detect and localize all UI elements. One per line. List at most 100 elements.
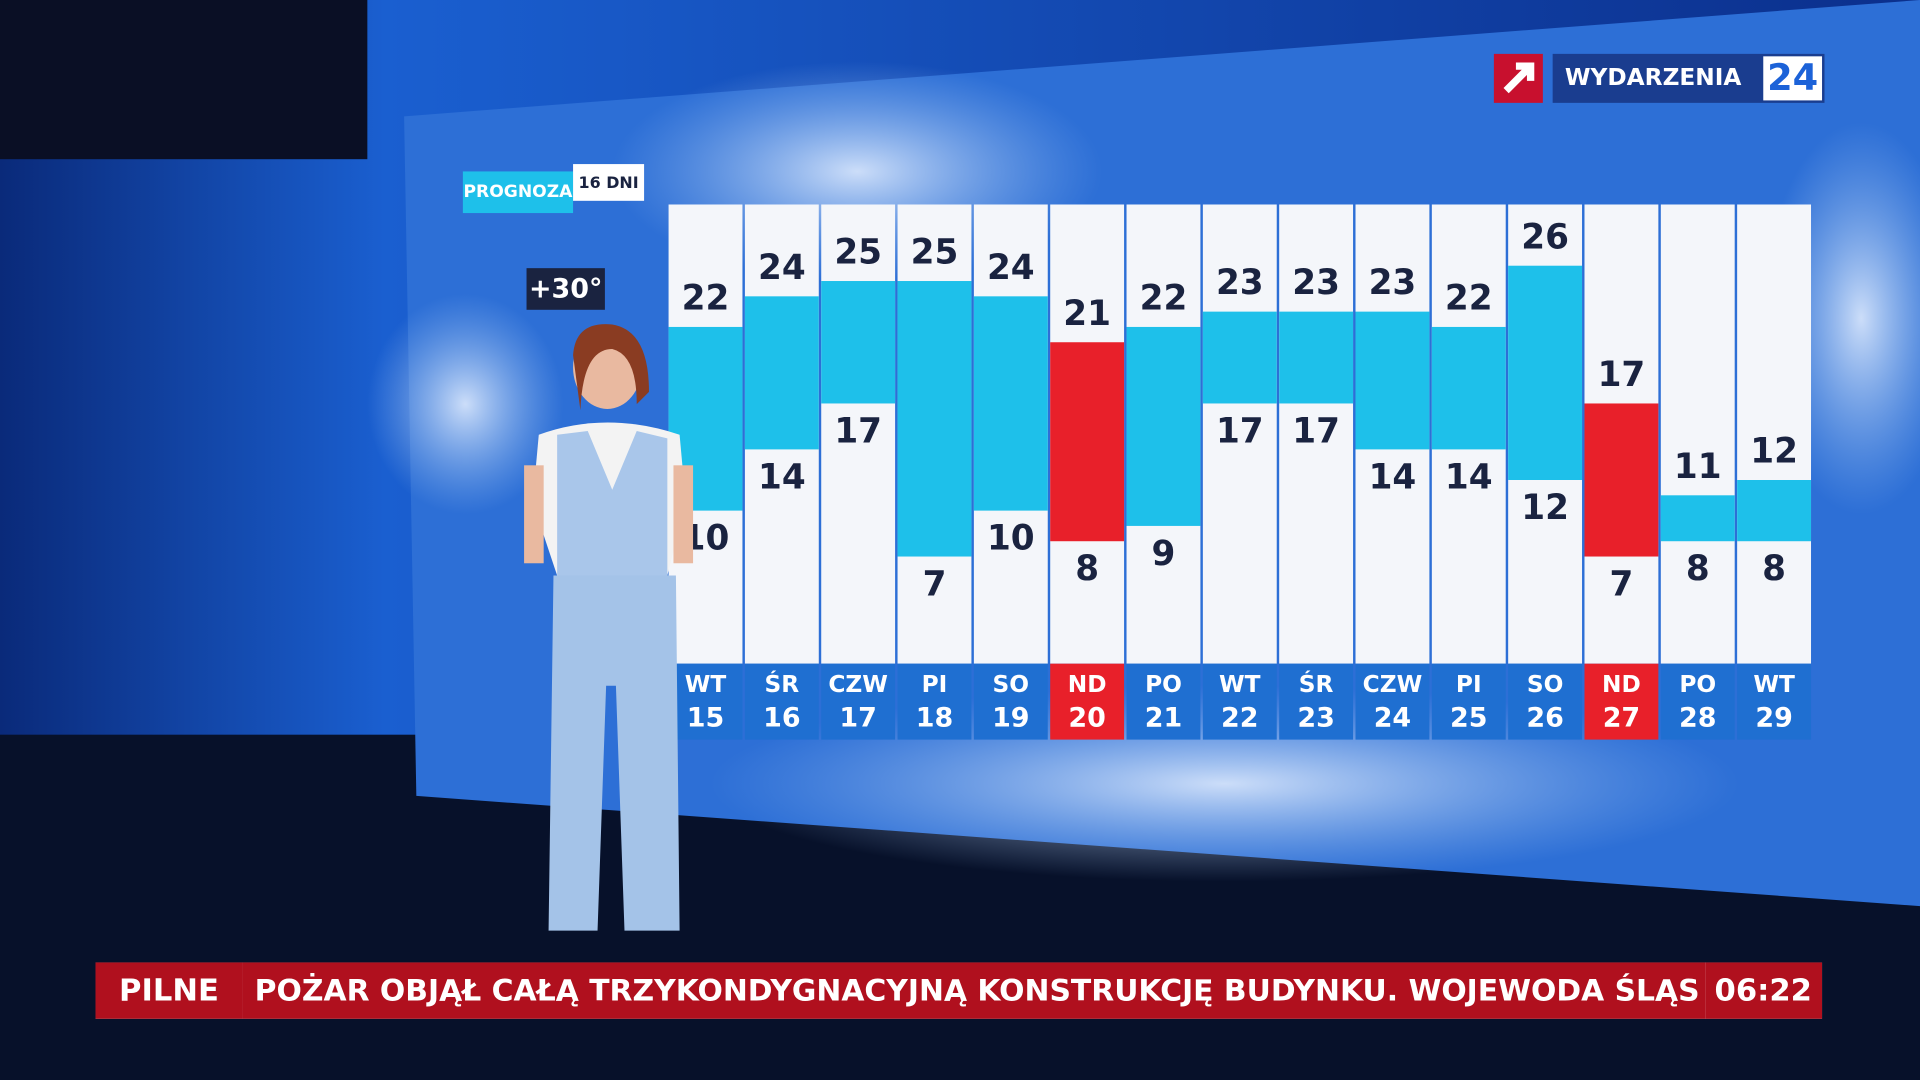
day-date: 23 (1297, 702, 1334, 733)
temperature-range-bar (1660, 495, 1735, 542)
temperature-range-bar (1279, 311, 1354, 404)
temperature-range-bar (897, 281, 972, 557)
low-temperature-label: 8 (1075, 549, 1099, 589)
day-name: ND (1602, 671, 1641, 698)
day-date: 16 (763, 702, 800, 733)
ticker-time: 06:22 (1715, 973, 1812, 1008)
high-temperature-label: 12 (1750, 432, 1798, 472)
day-label-box (1508, 663, 1583, 740)
ticker-text: POŻAR OBJĄŁ CAŁĄ TRZYKONDYGNACYJNĄ KONST… (255, 971, 1700, 1007)
presenter (524, 324, 694, 931)
high-temperature-label: 23 (1292, 263, 1340, 303)
high-temperature-label: 24 (758, 248, 806, 288)
cloud (367, 293, 564, 515)
day-name: ŚR (765, 670, 800, 698)
ticker-label-box (95, 962, 243, 1019)
day-date: 21 (1145, 702, 1182, 733)
day-label-box (1050, 663, 1125, 740)
temperature-range-bar (1202, 311, 1277, 404)
day-date: 20 (1068, 702, 1105, 733)
day-date: 17 (839, 702, 876, 733)
high-temperature-label: 23 (1216, 263, 1264, 303)
day-date: 22 (1221, 702, 1258, 733)
day-name: CZW (1363, 671, 1423, 698)
day-name: ŚR (1299, 670, 1334, 698)
day-name: SO (993, 671, 1030, 698)
day-date: 18 (916, 702, 953, 733)
channel-logo: WYDARZENIA 24 (1493, 53, 1825, 103)
day-label-box (1660, 663, 1735, 740)
day-name: PI (922, 671, 948, 698)
day-name: ND (1068, 671, 1107, 698)
temperature-range-bar (821, 281, 896, 404)
low-temperature-label: 8 (1762, 549, 1786, 589)
low-temperature-label: 14 (1369, 457, 1417, 497)
badge-label: PROGNOZA (463, 182, 573, 202)
low-temperature-label: 7 (1610, 564, 1634, 604)
temperature-range-bar (1050, 342, 1125, 542)
low-temperature-label: 17 (1216, 411, 1264, 451)
logo-text: WYDARZENIA (1565, 64, 1742, 91)
day-column (1202, 204, 1277, 664)
day-name: SO (1527, 671, 1564, 698)
high-temperature-label: 22 (682, 279, 730, 319)
temperature-range-bar (1355, 311, 1430, 450)
logo-arrow (1503, 62, 1535, 94)
low-temperature-label: 7 (923, 564, 947, 604)
high-temperature-label: 11 (1674, 447, 1722, 487)
day-label-box (1737, 663, 1812, 740)
ticker-label: PILNE (119, 973, 219, 1008)
low-temperature-label: 14 (758, 457, 806, 497)
temperature-range-bar (744, 296, 819, 450)
day-date: 24 (1374, 702, 1411, 733)
low-temperature-label: 9 (1152, 534, 1176, 574)
low-temperature-label: 17 (834, 411, 882, 451)
day-name: WT (685, 671, 727, 698)
day-label-box (1355, 663, 1430, 740)
day-name: PI (1456, 671, 1482, 698)
temperature-range-bar (973, 296, 1048, 511)
day-date: 19 (992, 702, 1029, 733)
day-name: WT (1219, 671, 1261, 698)
day-label-box (897, 663, 972, 740)
day-date: 25 (1450, 702, 1487, 733)
day-column (1660, 204, 1735, 664)
day-label-box (1202, 663, 1277, 740)
forecast-chart: PROGNOZA 16 DNI +30° 22 10 WT 15 24 14 ŚR 16 25 17 CZ… (462, 164, 1812, 740)
news-ticker: PILNE POŻAR OBJĄŁ CAŁĄ TRZYKONDYGNACYJNĄ… (95, 962, 1823, 1019)
day-name: WT (1753, 671, 1795, 698)
high-temperature-label: 26 (1521, 217, 1569, 257)
day-label-box (1431, 663, 1506, 740)
ticker-time-box (1705, 962, 1823, 1019)
low-temperature-label: 10 (987, 519, 1035, 559)
day-date: 15 (687, 702, 724, 733)
day-label-box (668, 663, 743, 740)
logo-number-box (1763, 56, 1823, 101)
high-temperature-label: 22 (1140, 279, 1188, 319)
high-temperature-label: 17 (1598, 355, 1646, 395)
day-label-box (1279, 663, 1354, 740)
low-temperature-label: 8 (1686, 549, 1710, 589)
day-date: 27 (1603, 702, 1640, 733)
day-date: 26 (1526, 702, 1563, 733)
day-date: 28 (1679, 702, 1716, 733)
day-column (1737, 204, 1812, 664)
temperature-range-bar (1126, 326, 1201, 526)
low-temperature-label: 12 (1521, 488, 1569, 528)
high-temperature-label: 25 (834, 233, 882, 273)
day-name: CZW (828, 671, 888, 698)
logo-number: 24 (1767, 56, 1818, 99)
y-tick-label: +30° (529, 274, 602, 305)
ticker-text-box (242, 962, 1706, 1019)
day-column (1279, 204, 1354, 664)
high-temperature-label: 24 (987, 248, 1035, 288)
day-label-box (744, 663, 819, 740)
day-column (821, 204, 896, 664)
temperature-range-bar (1737, 480, 1812, 542)
low-temperature-label: 14 (1445, 457, 1493, 497)
badge-box (462, 171, 574, 214)
badge-days: 16 DNI (579, 173, 639, 192)
high-temperature-label: 21 (1063, 294, 1111, 334)
